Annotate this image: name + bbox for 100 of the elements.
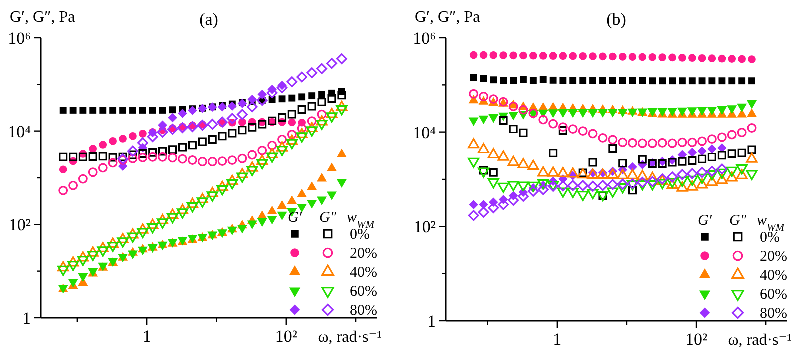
point — [559, 52, 568, 60]
point — [78, 152, 88, 162]
point — [618, 109, 628, 118]
point — [668, 54, 676, 62]
point — [316, 63, 328, 74]
point — [638, 138, 648, 148]
legend-label: 80% — [350, 303, 378, 319]
annotation: G″ — [319, 210, 338, 226]
point — [500, 52, 508, 60]
point — [168, 146, 178, 154]
point — [326, 58, 338, 70]
point — [549, 52, 558, 60]
point — [228, 156, 238, 166]
point — [708, 144, 717, 154]
point — [508, 112, 519, 121]
point — [110, 107, 117, 114]
point — [78, 174, 88, 184]
point — [677, 169, 688, 180]
point — [508, 102, 518, 112]
point — [288, 118, 296, 126]
y-tick-label: 1 — [428, 312, 436, 331]
point — [297, 124, 307, 134]
annotation: G′ — [288, 210, 303, 226]
point — [198, 138, 207, 146]
point — [268, 140, 278, 150]
point — [598, 134, 608, 143]
point — [667, 172, 678, 183]
point — [479, 92, 488, 102]
point — [158, 147, 168, 156]
point — [238, 126, 247, 135]
point — [558, 126, 568, 136]
point — [698, 136, 707, 146]
point — [326, 112, 338, 123]
point — [60, 107, 67, 114]
point — [717, 106, 728, 116]
point — [58, 186, 68, 196]
point — [488, 178, 500, 189]
point — [558, 180, 569, 192]
point — [708, 152, 716, 162]
point — [307, 116, 317, 126]
point — [686, 176, 698, 186]
legend-label: 40% — [350, 265, 378, 281]
point — [608, 144, 618, 153]
x-axis-title: ω, rad·s⁻¹ — [728, 332, 792, 349]
point — [608, 109, 618, 118]
point — [318, 98, 326, 107]
point — [609, 52, 617, 61]
point — [178, 109, 188, 118]
point — [658, 138, 668, 148]
point — [489, 168, 498, 177]
point — [698, 54, 706, 62]
point — [558, 109, 568, 118]
point — [217, 116, 228, 128]
point — [538, 115, 548, 125]
legend-label: 20% — [760, 249, 788, 265]
point — [658, 160, 667, 168]
point — [579, 52, 588, 60]
point — [127, 228, 139, 239]
point — [266, 148, 278, 159]
point — [178, 143, 187, 152]
point — [238, 118, 246, 126]
point — [177, 122, 188, 134]
point — [570, 77, 577, 84]
point — [248, 150, 258, 160]
point — [519, 128, 528, 138]
point — [117, 233, 129, 244]
point — [326, 108, 338, 118]
point — [706, 166, 718, 177]
point — [607, 188, 619, 198]
y-axis-title: G′, G″, Pa — [415, 9, 480, 26]
point — [676, 176, 688, 188]
point — [169, 106, 176, 114]
point — [468, 118, 479, 126]
point — [468, 210, 480, 222]
point — [718, 54, 726, 63]
point — [306, 122, 318, 133]
point — [618, 53, 627, 61]
point — [577, 191, 589, 202]
point — [236, 168, 248, 178]
point — [698, 146, 707, 156]
point — [737, 128, 747, 138]
point — [176, 204, 189, 214]
point — [608, 135, 618, 145]
point — [80, 107, 87, 114]
point — [580, 77, 587, 84]
point — [478, 168, 490, 178]
point — [509, 125, 518, 134]
point — [276, 142, 288, 152]
point — [97, 242, 109, 252]
point — [539, 52, 548, 60]
point — [607, 179, 618, 190]
y-tick-label: 10⁴ — [8, 122, 32, 142]
point — [206, 187, 218, 198]
point — [256, 154, 268, 166]
point — [469, 200, 478, 210]
point — [148, 148, 158, 157]
point — [726, 166, 738, 178]
point — [480, 51, 488, 60]
point — [498, 182, 510, 194]
point — [678, 138, 688, 148]
